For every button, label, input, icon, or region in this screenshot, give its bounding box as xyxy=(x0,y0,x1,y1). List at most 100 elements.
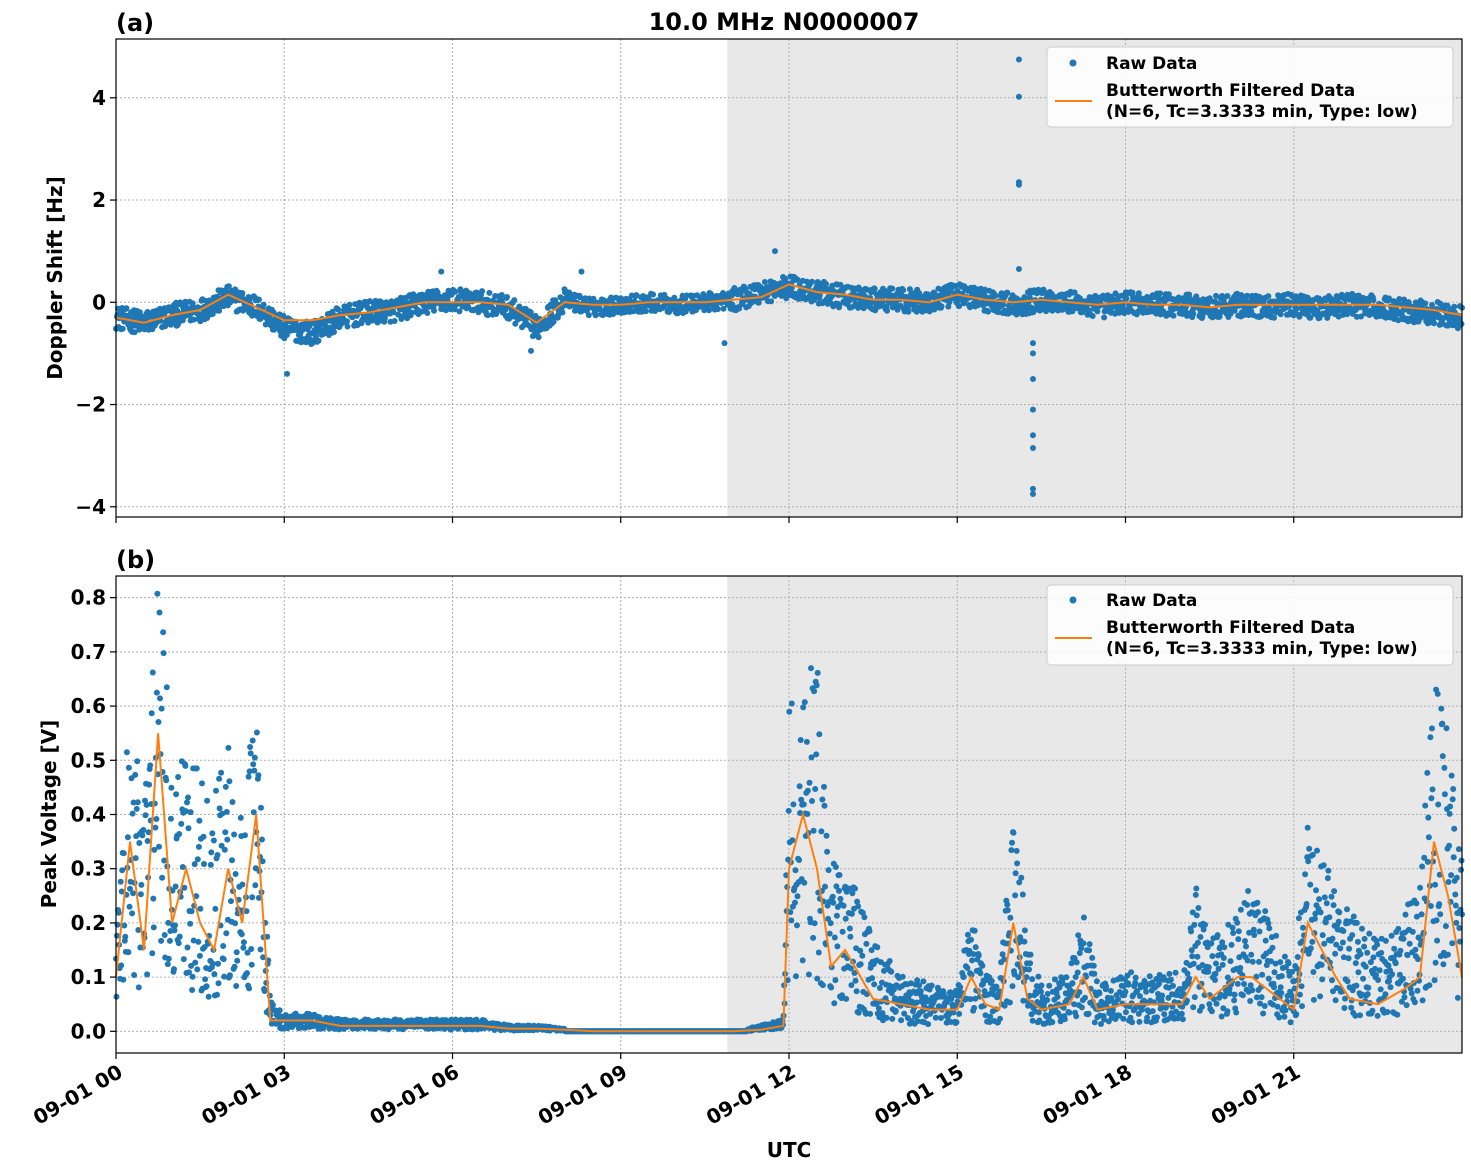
raw-data-point xyxy=(1046,983,1052,989)
raw-data-point xyxy=(889,1016,895,1022)
raw-data-point xyxy=(129,910,135,916)
raw-data-point xyxy=(168,785,174,791)
raw-data-point xyxy=(424,310,430,316)
panel-a-doppler: 420−2−4 (a) 10.0 MHz N0000007 Doppler Sh… xyxy=(43,8,1465,523)
raw-data-point xyxy=(225,745,231,751)
raw-data-point xyxy=(888,969,894,975)
raw-data-point xyxy=(159,875,165,881)
raw-data-point xyxy=(800,704,806,710)
raw-data-point xyxy=(1198,934,1204,940)
raw-data-point xyxy=(1300,925,1306,931)
raw-data-point xyxy=(1422,300,1428,306)
raw-data-point xyxy=(206,994,212,1000)
raw-data-outlier xyxy=(772,248,778,254)
raw-data-point xyxy=(1451,304,1457,310)
raw-data-point xyxy=(796,857,802,863)
raw-data-point xyxy=(1195,905,1201,911)
raw-data-point xyxy=(1038,989,1044,995)
raw-data-outlier xyxy=(1016,56,1022,62)
raw-data-point xyxy=(1236,928,1242,934)
raw-data-point xyxy=(855,903,861,909)
raw-data-point xyxy=(830,894,836,900)
raw-data-point xyxy=(120,326,126,332)
raw-data-point xyxy=(762,279,768,285)
raw-data-point xyxy=(1091,963,1097,969)
raw-data-point xyxy=(1090,313,1096,319)
raw-data-point xyxy=(222,829,228,835)
raw-data-point xyxy=(197,906,203,912)
raw-data-point xyxy=(786,808,792,814)
raw-data-point xyxy=(905,309,911,315)
raw-data-point xyxy=(176,940,182,946)
raw-data-point xyxy=(1028,952,1034,958)
raw-data-point xyxy=(216,980,222,986)
raw-data-point xyxy=(1215,932,1221,938)
raw-data-point xyxy=(259,837,265,843)
raw-data-point xyxy=(161,650,167,656)
raw-data-point xyxy=(157,610,163,616)
raw-data-point xyxy=(812,786,818,792)
raw-data-point xyxy=(1209,953,1215,959)
raw-data-point xyxy=(1310,852,1316,858)
raw-data-point xyxy=(1005,907,1011,913)
raw-data-point xyxy=(884,308,890,314)
raw-data-point xyxy=(961,974,967,980)
raw-data-point xyxy=(345,324,351,330)
raw-data-point xyxy=(196,844,202,850)
raw-data-point xyxy=(1299,983,1305,989)
raw-data-point xyxy=(1286,960,1292,966)
raw-data-point xyxy=(1129,1019,1135,1025)
raw-data-point xyxy=(1122,989,1128,995)
raw-data-point xyxy=(252,882,258,888)
raw-data-point xyxy=(907,286,913,292)
raw-data-point xyxy=(1307,882,1313,888)
raw-data-point xyxy=(1194,912,1200,918)
raw-data-point xyxy=(1251,932,1257,938)
raw-data-point xyxy=(1305,858,1311,864)
raw-data-point xyxy=(793,973,799,979)
raw-data-point xyxy=(834,913,840,919)
raw-data-point xyxy=(1224,1008,1230,1014)
raw-data-point xyxy=(834,943,840,949)
raw-data-point xyxy=(814,682,820,688)
raw-data-point xyxy=(177,934,183,940)
raw-data-point xyxy=(242,832,248,838)
raw-data-point xyxy=(1092,1019,1098,1025)
raw-data-point xyxy=(154,690,160,696)
raw-data-point xyxy=(211,971,217,977)
raw-data-point xyxy=(277,1007,283,1013)
raw-data-point xyxy=(181,956,187,962)
raw-data-point xyxy=(1191,922,1197,928)
raw-data-outlier xyxy=(1030,486,1036,492)
raw-data-point xyxy=(139,832,145,838)
raw-data-point xyxy=(806,972,812,978)
raw-data-point xyxy=(1266,925,1272,931)
raw-data-point xyxy=(972,928,978,934)
raw-data-point xyxy=(156,844,162,850)
raw-data-point xyxy=(900,287,906,293)
raw-data-point xyxy=(887,958,893,964)
raw-data-point xyxy=(1186,975,1192,981)
raw-data-point xyxy=(1144,1015,1150,1021)
raw-data-point xyxy=(224,837,230,843)
raw-data-point xyxy=(239,290,245,296)
raw-data-point xyxy=(1159,993,1165,999)
raw-data-point xyxy=(158,938,164,944)
raw-data-point xyxy=(123,305,129,311)
raw-data-point xyxy=(1000,302,1006,308)
raw-data-point xyxy=(1254,900,1260,906)
raw-data-point xyxy=(239,882,245,888)
raw-data-point xyxy=(130,890,136,896)
raw-data-point xyxy=(1009,840,1015,846)
raw-data-point xyxy=(1171,313,1177,319)
raw-data-point xyxy=(1062,1016,1068,1022)
raw-data-point xyxy=(1147,973,1153,979)
raw-data-point xyxy=(536,334,542,340)
raw-data-point xyxy=(239,931,245,937)
raw-data-point xyxy=(150,896,156,902)
raw-data-point xyxy=(1278,311,1284,317)
raw-data-point xyxy=(801,880,807,886)
raw-data-point xyxy=(150,670,156,676)
raw-data-point xyxy=(867,928,873,934)
raw-data-point xyxy=(241,939,247,945)
